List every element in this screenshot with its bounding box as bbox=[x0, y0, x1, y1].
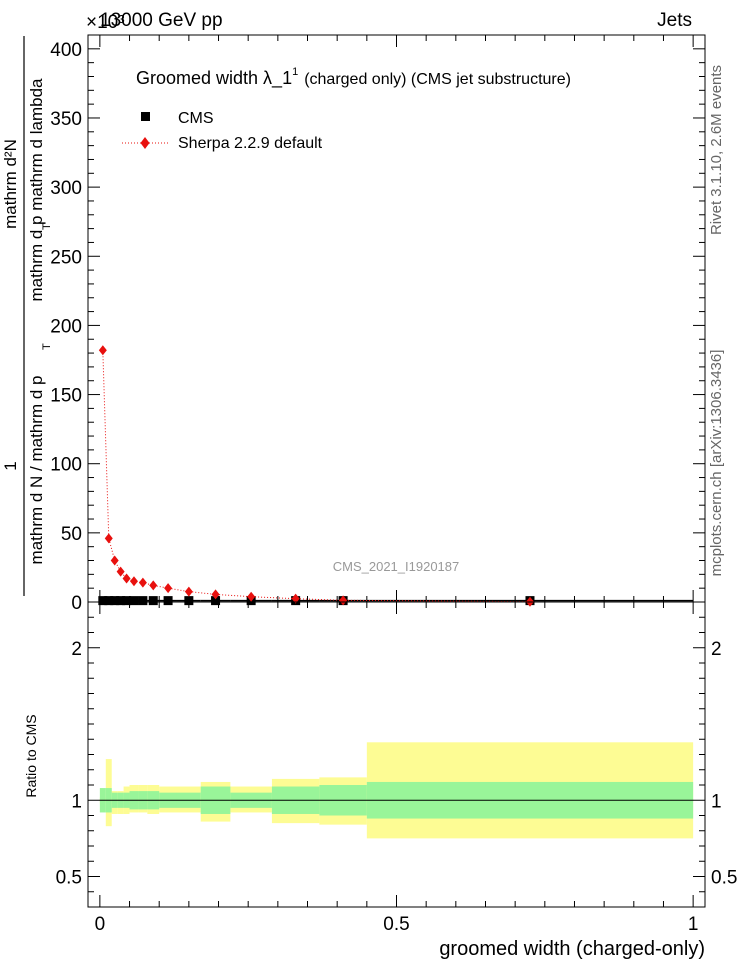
plot-title-suffix: (charged only) (CMS jet substructure) bbox=[304, 71, 571, 88]
legend-label-sherpa: Sherpa 2.2.9 default bbox=[178, 135, 323, 152]
legend-marker-cms bbox=[141, 112, 150, 121]
ratio-y-tick-label: 2 bbox=[71, 639, 82, 660]
sherpa-point bbox=[291, 593, 300, 604]
ratio-axis-ticks: 0 0.5 1 0.5 0.5 1 1 2 2 bbox=[56, 602, 737, 935]
exponent-label: ×10³ bbox=[86, 12, 125, 33]
ratio-y-tick-label-right: 0.5 bbox=[711, 868, 737, 889]
x-tick-label: 0 bbox=[95, 914, 106, 935]
sherpa-point bbox=[247, 591, 256, 602]
main-ylabel: mathrm d²N mathrm d p mathrm d lambda T … bbox=[1, 36, 53, 596]
sherpa-point bbox=[122, 573, 131, 584]
y-tick-label: 400 bbox=[50, 40, 82, 61]
plot-title-superscript: 1 bbox=[292, 66, 298, 78]
sherpa-line bbox=[102, 350, 531, 603]
legend: CMS Sherpa 2.2.9 default bbox=[122, 110, 323, 152]
sherpa-point bbox=[98, 345, 107, 356]
rivet-label: Rivet 3.1.10, 2.6M events bbox=[708, 65, 725, 235]
legend-marker-sherpa bbox=[140, 137, 150, 149]
main-series bbox=[98, 345, 694, 607]
plot-title: Groomed width λ_11 (charged only) (CMS je… bbox=[136, 66, 571, 89]
analysis-id: CMS_2021_I1920187 bbox=[333, 559, 460, 574]
y-tick-label: 200 bbox=[50, 316, 82, 337]
ratio-plot: 0 0.5 1 0.5 0.5 1 1 2 2 Ratio to CMS groomed wid… bbox=[23, 601, 737, 960]
ratio-y-tick-label-right: 2 bbox=[711, 639, 722, 660]
sherpa-point bbox=[149, 580, 158, 591]
ylabel-numerator: mathrm d²N bbox=[1, 139, 20, 229]
energy-label: 13000 GeV pp bbox=[100, 10, 223, 31]
x-tick-label: 0.5 bbox=[383, 914, 409, 935]
ylabel-mid-sub: T bbox=[41, 223, 53, 230]
main-axis-ticks: 0 50 100 150 200 250 300 350 400 bbox=[50, 35, 705, 614]
y-tick-label: 150 bbox=[50, 386, 82, 407]
ylabel-one: 1 bbox=[1, 461, 20, 470]
sherpa-point bbox=[211, 589, 220, 600]
process-label: Jets bbox=[657, 10, 692, 31]
sherpa-point bbox=[116, 566, 125, 577]
x-tick-label: 1 bbox=[688, 914, 699, 935]
sherpa-point bbox=[104, 533, 113, 544]
ylabel-mid: mathrm d p mathrm d lambda bbox=[27, 78, 46, 302]
sherpa-point bbox=[110, 555, 119, 566]
ratio-y-tick-label: 0.5 bbox=[56, 868, 82, 889]
y-tick-label: 300 bbox=[50, 178, 82, 199]
ratio-y-tick-label-right: 1 bbox=[711, 791, 722, 812]
ratio-ylabel: Ratio to CMS bbox=[23, 714, 39, 797]
sherpa-point bbox=[129, 576, 138, 587]
ratio-xlabel: groomed width (charged-only) bbox=[439, 938, 705, 960]
sherpa-point bbox=[164, 583, 173, 594]
mcplots-label: mcplots.cern.ch [arXiv:1306.3436] bbox=[708, 350, 725, 577]
main-plot: 0 50 100 150 200 250 300 350 400 Groomed width λ… bbox=[1, 34, 706, 614]
ylabel-den-sub: T bbox=[41, 343, 53, 350]
y-tick-label: 0 bbox=[71, 593, 82, 614]
y-tick-label: 250 bbox=[50, 247, 82, 268]
ylabel-denominator: mathrm d N / mathrm d p bbox=[27, 376, 46, 565]
legend-label-cms: CMS bbox=[178, 110, 214, 127]
sherpa-point bbox=[138, 577, 147, 588]
ratio-bands bbox=[99, 742, 694, 839]
plot-title-main: Groomed width λ_1 bbox=[136, 68, 292, 89]
sherpa-point bbox=[339, 595, 348, 606]
y-tick-label: 100 bbox=[50, 455, 82, 476]
y-tick-label: 50 bbox=[61, 524, 82, 545]
y-tick-label: 350 bbox=[50, 109, 82, 130]
sherpa-point bbox=[184, 586, 193, 597]
ratio-y-tick-label: 1 bbox=[71, 791, 82, 812]
